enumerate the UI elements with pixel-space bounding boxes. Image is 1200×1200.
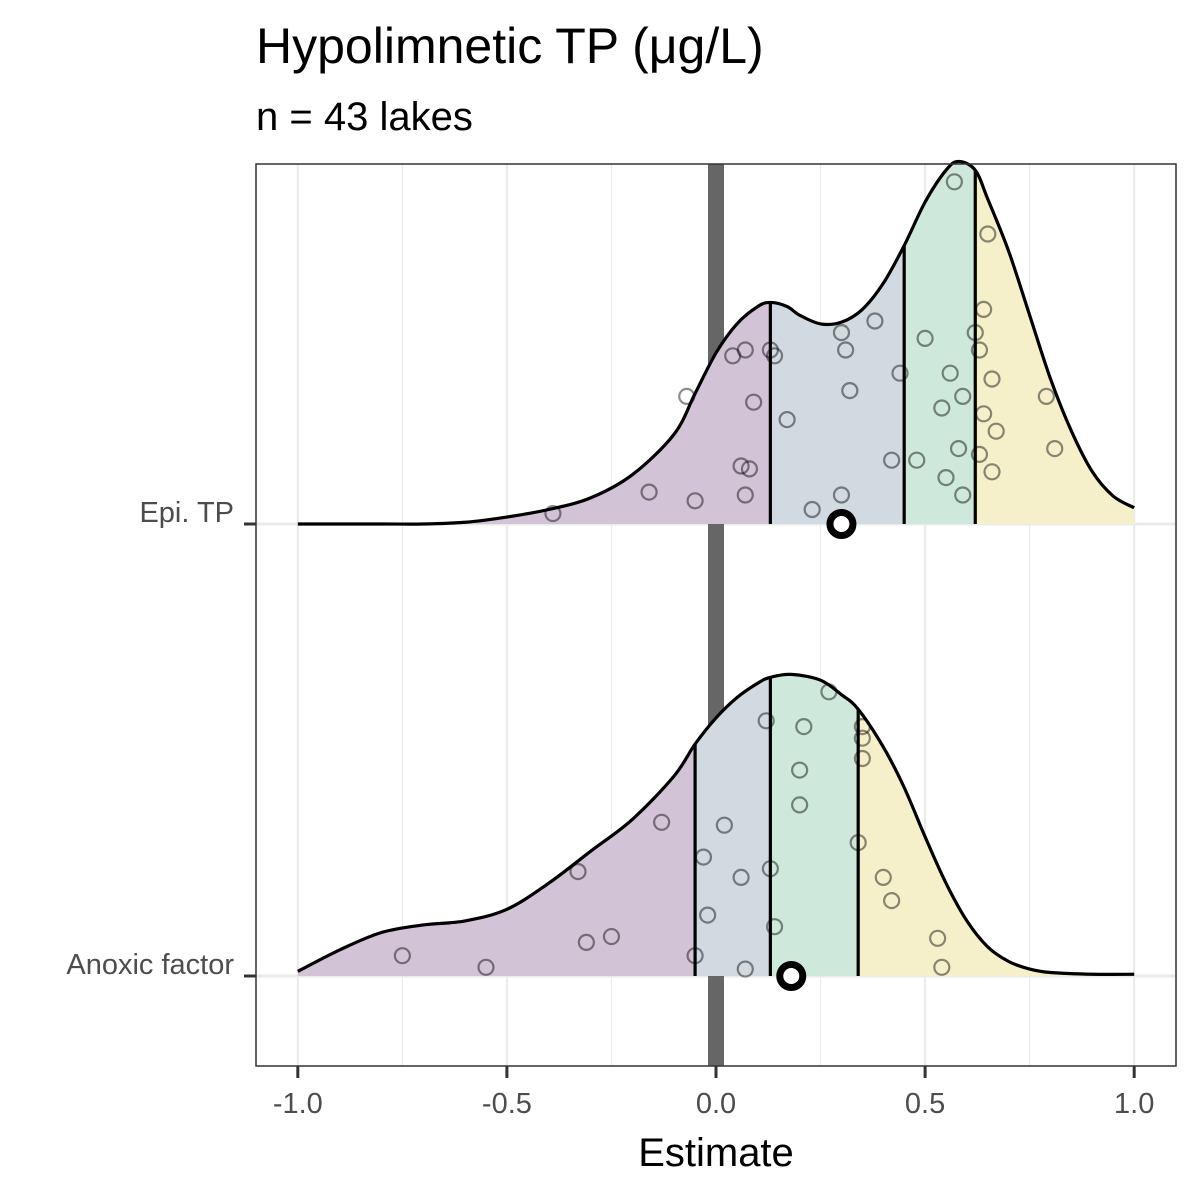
data-point: [987, 422, 1005, 440]
data-point: [853, 729, 871, 747]
data-point: [979, 225, 997, 243]
data-point: [715, 816, 733, 834]
data-point: [686, 492, 704, 510]
data-point: [732, 457, 750, 475]
density-quantile-fill-0: [297, 744, 696, 976]
density-outline: [297, 159, 1135, 526]
data-point: [949, 440, 968, 458]
ridge-1: [297, 672, 1135, 991]
data-point: [832, 324, 851, 342]
density-quantile-fill-1: [770, 245, 905, 524]
data-point: [477, 958, 495, 976]
data-point: [970, 445, 989, 463]
data-point: [883, 451, 901, 469]
point-estimate-marker: [776, 961, 807, 991]
data-point: [732, 868, 750, 887]
ridge-0: [297, 159, 1135, 539]
data-point: [778, 411, 796, 429]
data-point: [736, 486, 754, 504]
density-quantile-fill-2: [904, 161, 976, 524]
data-point: [1046, 440, 1064, 458]
data-point: [937, 469, 955, 487]
data-point: [745, 393, 763, 411]
density-quantile-fill-0: [297, 302, 771, 524]
data-point: [983, 463, 1001, 481]
data-point: [795, 717, 813, 736]
data-point: [874, 868, 892, 887]
density-quantile-fill-2: [770, 674, 859, 976]
data-point: [803, 500, 821, 519]
density-quantile-fill-3: [975, 170, 1135, 524]
data-point: [908, 451, 926, 469]
data-point: [765, 918, 784, 936]
data-point: [757, 712, 775, 730]
data-point: [945, 173, 963, 191]
x-axis: -1.0 -0.5 0.0 0.5 1.0: [273, 1066, 1154, 1120]
x-tick-label: 0.0: [696, 1088, 736, 1120]
data-point: [740, 460, 759, 478]
data-point: [954, 486, 972, 504]
data-point: [832, 486, 851, 504]
x-tick-label: 1.0: [1114, 1088, 1154, 1120]
y-axis: Epi. TP Anoxic factor: [66, 497, 256, 981]
data-point: [837, 341, 855, 359]
data-point: [393, 947, 411, 965]
chart-title: Hypolimnetic TP (μg/L): [256, 18, 764, 74]
x-axis-title: Estimate: [638, 1131, 794, 1175]
data-point: [941, 364, 959, 382]
data-point: [640, 483, 658, 501]
density-quantile-fill-3: [858, 709, 1135, 976]
data-point: [736, 960, 754, 978]
y-tick-label: Anoxic factor: [66, 949, 234, 981]
x-tick-label: 0.5: [905, 1088, 945, 1120]
data-point: [791, 796, 809, 814]
data-point: [929, 929, 947, 947]
data-point: [866, 312, 884, 330]
data-point: [736, 341, 754, 359]
data-point: [724, 347, 742, 365]
data-point: [933, 399, 951, 417]
data-point: [916, 329, 934, 347]
point-estimate-marker: [826, 509, 857, 539]
density-quantile-fill-1: [695, 677, 771, 976]
data-point: [544, 504, 562, 523]
x-tick-label: -1.0: [273, 1088, 323, 1120]
data-point: [891, 364, 909, 382]
chart-subtitle: n = 43 lakes: [256, 95, 473, 139]
y-tick-label: Epi. TP: [139, 497, 234, 529]
data-point: [853, 749, 871, 768]
data-point: [954, 387, 972, 405]
data-point: [765, 347, 784, 365]
data-point: [970, 341, 989, 359]
ridges: [297, 159, 1135, 991]
data-point: [569, 862, 587, 881]
x-tick-label: -0.5: [482, 1088, 532, 1120]
data-point: [653, 813, 671, 831]
data-point: [602, 927, 621, 946]
data-point: [983, 370, 1001, 388]
data-point: [883, 891, 901, 910]
data-point: [699, 906, 717, 924]
data-point: [577, 933, 595, 951]
data-point: [1037, 387, 1055, 405]
data-point: [791, 761, 809, 779]
data-point: [933, 958, 951, 976]
data-point: [841, 382, 859, 400]
density-outline: [297, 672, 1135, 976]
